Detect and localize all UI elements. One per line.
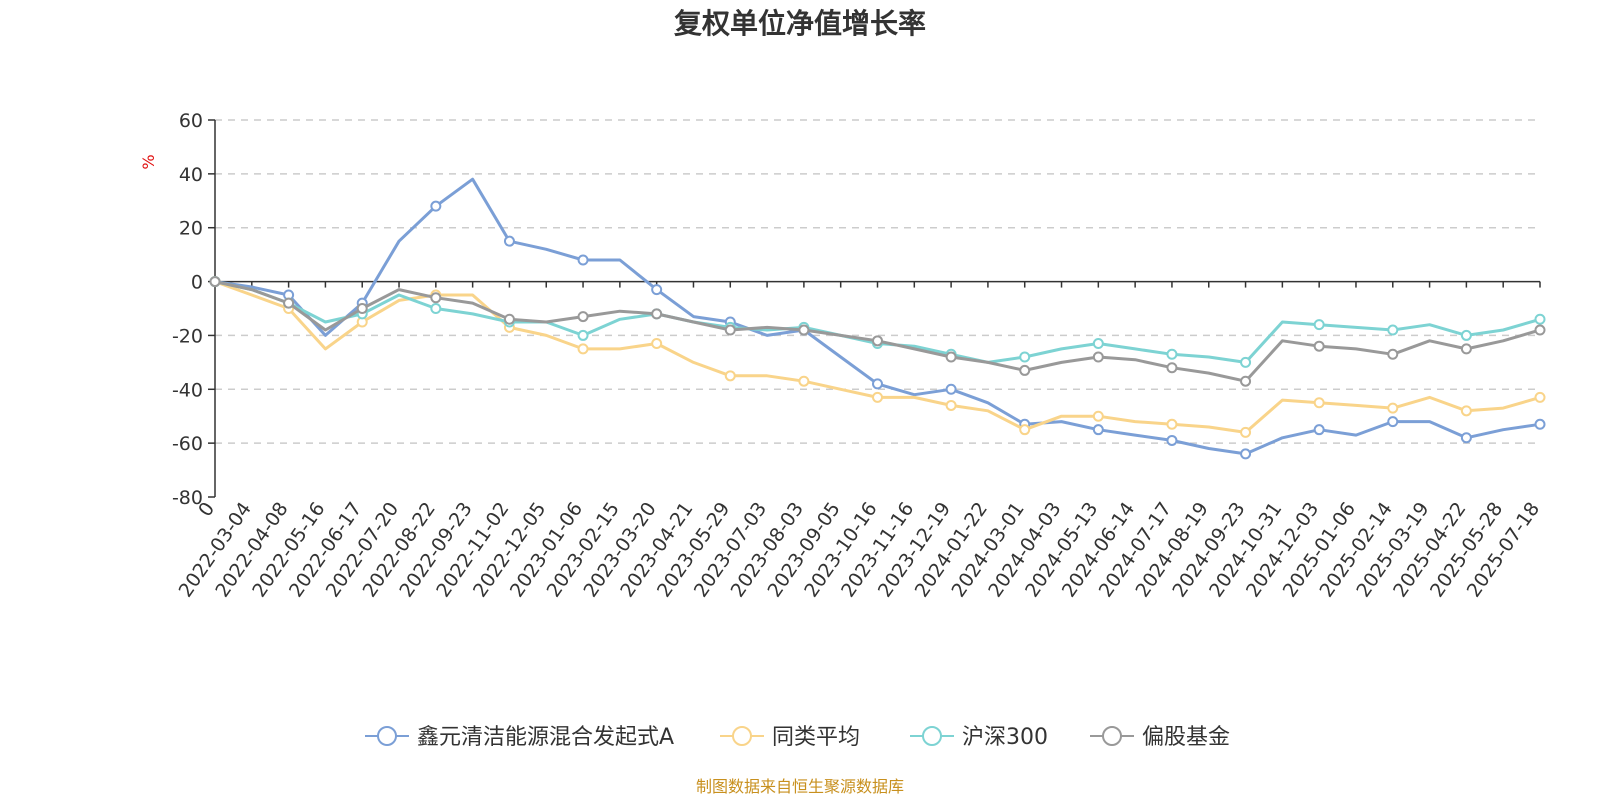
y-tick-label: 0 bbox=[191, 272, 203, 294]
data-point bbox=[430, 303, 442, 314]
series-line bbox=[214, 280, 1541, 383]
data-point bbox=[872, 335, 883, 347]
data-point bbox=[651, 308, 663, 320]
data-point bbox=[577, 329, 589, 341]
series-2 bbox=[209, 276, 1546, 368]
y-axis-unit: % bbox=[139, 154, 158, 169]
data-point bbox=[1313, 424, 1325, 436]
data-point bbox=[1387, 348, 1399, 360]
legend-label: 沪深300 bbox=[962, 725, 1048, 750]
legend-marker-icon bbox=[1102, 726, 1122, 746]
data-point bbox=[1534, 313, 1546, 325]
data-point bbox=[1387, 324, 1399, 336]
legend-marker-icon bbox=[377, 726, 397, 746]
series-1 bbox=[209, 276, 1546, 438]
data-point bbox=[945, 399, 957, 411]
chart-title: 复权单位净值增长率 bbox=[674, 7, 926, 40]
legend-marker-icon bbox=[732, 726, 752, 746]
data-point bbox=[430, 292, 442, 304]
legend-label: 鑫元清洁能源混合发起式A bbox=[417, 725, 674, 750]
data-point bbox=[209, 276, 221, 288]
legend-item-3[interactable]: 偏股基金 bbox=[1090, 725, 1230, 750]
y-tick-label: -80 bbox=[172, 487, 203, 509]
legend-marker-icon bbox=[922, 726, 942, 746]
data-point bbox=[356, 303, 368, 314]
y-tick-label: -60 bbox=[172, 433, 203, 455]
data-point bbox=[1387, 402, 1399, 414]
data-point bbox=[872, 391, 883, 403]
legend-item-1[interactable]: 同类平均 bbox=[720, 725, 860, 750]
data-point bbox=[503, 235, 515, 247]
data-point bbox=[503, 313, 515, 325]
data-point bbox=[651, 338, 663, 350]
data-point bbox=[872, 378, 883, 390]
data-point bbox=[1092, 424, 1104, 436]
data-point bbox=[1534, 324, 1546, 336]
data-point bbox=[651, 284, 663, 296]
data-point bbox=[577, 254, 589, 266]
data-point bbox=[724, 370, 736, 382]
data-point bbox=[1166, 434, 1178, 446]
data-point bbox=[945, 383, 957, 395]
axes: 6040200-20-40-60-8002022-03-042022-04-08… bbox=[172, 110, 1544, 601]
data-point bbox=[1240, 375, 1252, 387]
x-tick-label: 0 bbox=[194, 498, 219, 521]
data-point bbox=[1166, 418, 1178, 430]
y-tick-label: 60 bbox=[179, 110, 203, 132]
data-point bbox=[577, 311, 589, 323]
y-tick-label: 40 bbox=[179, 164, 203, 186]
data-point bbox=[1240, 426, 1252, 438]
data-point bbox=[577, 343, 589, 355]
series-3 bbox=[209, 276, 1546, 387]
data-point bbox=[1019, 364, 1031, 376]
data-point bbox=[1460, 343, 1472, 355]
data-point bbox=[724, 324, 736, 336]
data-point bbox=[283, 297, 295, 309]
data-point bbox=[1534, 418, 1546, 430]
data-point bbox=[1460, 405, 1472, 417]
data-point bbox=[1460, 329, 1472, 341]
data-point bbox=[1534, 391, 1546, 403]
series-0 bbox=[209, 177, 1546, 460]
y-tick-label: 20 bbox=[179, 218, 203, 240]
data-point bbox=[1092, 351, 1104, 363]
data-point bbox=[945, 351, 957, 363]
data-point bbox=[1092, 338, 1104, 350]
data-point bbox=[1019, 424, 1031, 436]
legend-label: 同类平均 bbox=[772, 725, 860, 750]
legend-item-2[interactable]: 沪深300 bbox=[910, 725, 1048, 750]
data-point bbox=[1313, 340, 1325, 352]
data-point bbox=[1166, 348, 1178, 360]
data-point bbox=[798, 324, 810, 336]
series-line bbox=[214, 177, 1541, 456]
data-point bbox=[1166, 362, 1178, 374]
data-point bbox=[1313, 319, 1325, 331]
data-point bbox=[1019, 351, 1031, 363]
legend-item-0[interactable]: 鑫元清洁能源混合发起式A bbox=[365, 725, 674, 750]
data-point bbox=[1240, 356, 1252, 368]
series-lines bbox=[209, 177, 1546, 460]
source-note: 制图数据来自恒生聚源数据库 bbox=[696, 777, 904, 796]
y-tick-label: -20 bbox=[172, 325, 203, 347]
legend-label: 偏股基金 bbox=[1142, 725, 1230, 750]
data-point bbox=[1460, 432, 1472, 444]
data-point bbox=[1387, 416, 1399, 428]
y-tick-label: -40 bbox=[172, 379, 203, 401]
data-point bbox=[1092, 410, 1104, 422]
data-point bbox=[1240, 448, 1252, 460]
data-point bbox=[798, 375, 810, 387]
data-point bbox=[1313, 397, 1325, 409]
legend[interactable]: 鑫元清洁能源混合发起式A 同类平均 沪深300 偏股基金 bbox=[365, 725, 1230, 750]
series-line bbox=[214, 280, 1541, 434]
data-point bbox=[430, 200, 442, 212]
